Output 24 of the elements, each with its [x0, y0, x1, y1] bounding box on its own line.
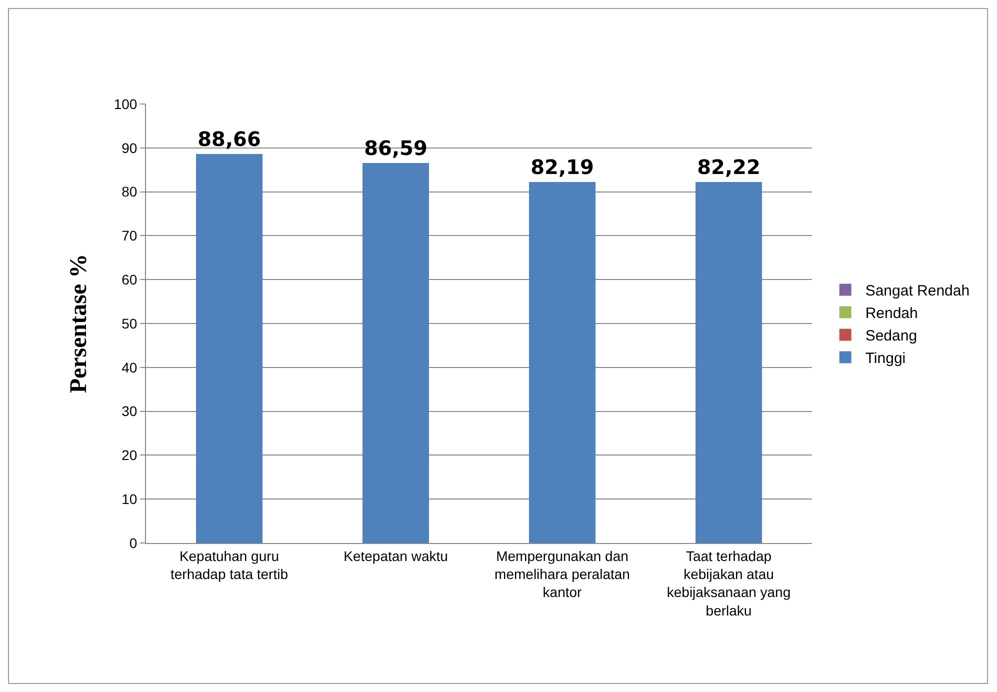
y-axis-title: Persentase % — [66, 254, 92, 394]
legend-label: Tinggi — [865, 350, 906, 368]
x-tick-label: Taat terhadap kebijakan atau kebijaksanaan yang berlaku — [666, 548, 791, 618]
legend-label: Sedang — [865, 328, 918, 345]
y-tick-label: 30 — [122, 403, 138, 420]
y-tick-label: 50 — [122, 315, 138, 332]
y-tick-label: 10 — [122, 491, 138, 507]
y-tick-label: 20 — [122, 447, 138, 464]
data-label: 88,66 — [198, 126, 261, 151]
y-tick-label: 60 — [122, 272, 138, 288]
y-tick-label: 40 — [122, 359, 138, 376]
data-label: 86,59 — [364, 136, 428, 160]
y-tick-label: 0 — [129, 534, 138, 551]
y-tick-label: 90 — [122, 140, 138, 156]
y-tick-label: 70 — [122, 228, 138, 244]
x-tick-label: Kepatuhan guru terhadap tata tertib — [170, 548, 288, 582]
y-tick-label: 80 — [122, 184, 138, 200]
legend-label: Sangat Rendah — [865, 282, 970, 300]
x-tick-label: Ketepatan waktu — [344, 548, 448, 564]
data-label: 82,19 — [530, 155, 594, 180]
data-label: 82,22 — [697, 155, 760, 180]
y-tick-label: 100 — [114, 96, 138, 112]
x-tick-label: Mempergunakan dan memelihara peralatan kantor — [494, 548, 630, 600]
legend-label: Rendah — [865, 305, 918, 322]
